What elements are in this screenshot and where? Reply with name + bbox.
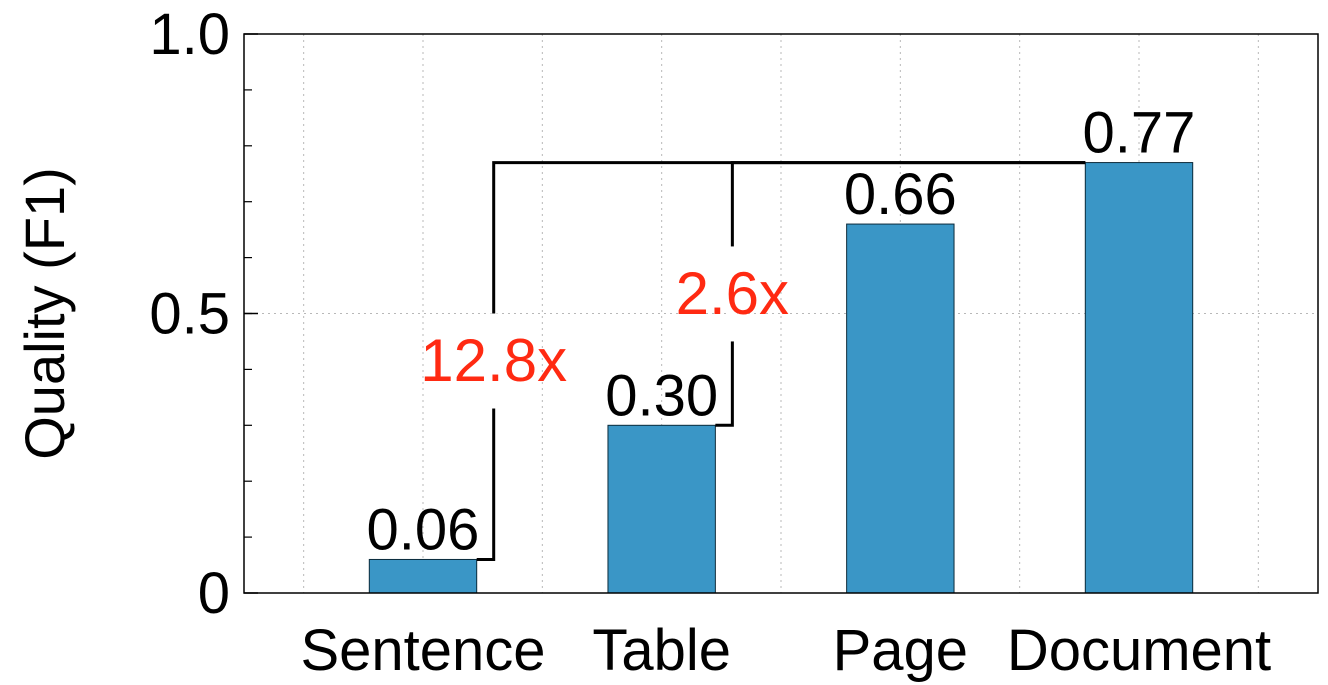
bar-page (846, 223, 955, 594)
x-tick-label: Document (1007, 618, 1271, 683)
bar-value-label: 0.06 (367, 497, 480, 562)
bar-value-label: 0.77 (1083, 101, 1196, 166)
y-tick-label: 1.0 (149, 2, 230, 67)
ratio-annotations: 12.8x 2.6x (420, 260, 789, 394)
bar-value-labels: 0.06 0.30 0.66 0.77 (367, 101, 1196, 563)
bracket-gap (488, 313, 499, 409)
y-axis-ticks: 0 0.5 1.0 (149, 2, 258, 626)
ratio-annotation: 2.6x (676, 260, 789, 327)
x-tick-label: Sentence (300, 618, 545, 683)
y-tick-label: 0.5 (149, 282, 230, 347)
ratio-bracket (476, 161, 1086, 561)
ratio-brackets (476, 161, 1086, 561)
x-tick-label: Table (592, 618, 731, 683)
bar-sentence (368, 558, 478, 594)
bar-table (607, 424, 716, 594)
y-tick-label: 0 (198, 561, 230, 626)
ratio-annotation: 12.8x (420, 327, 567, 394)
bars (368, 162, 1194, 594)
bar-value-label: 0.30 (605, 363, 718, 428)
x-tick-label: Page (833, 618, 968, 683)
y-axis-label: Quality (F1) (13, 167, 76, 460)
x-axis-labels: Sentence Table Page Document (300, 618, 1271, 683)
bracket-gap (727, 246, 738, 342)
bar-document (1084, 162, 1194, 594)
bar-value-label: 0.66 (844, 162, 957, 227)
